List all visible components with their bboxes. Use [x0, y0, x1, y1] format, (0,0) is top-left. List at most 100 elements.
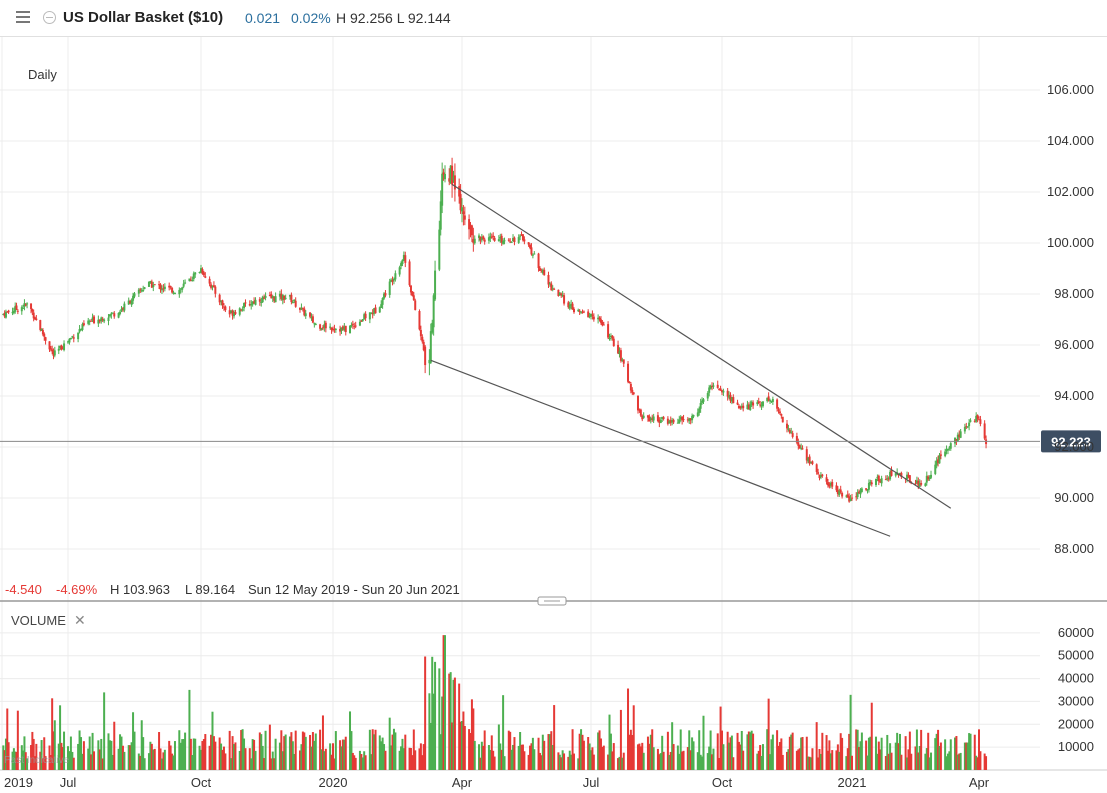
volume-bar	[826, 750, 829, 770]
candle-body	[218, 294, 221, 303]
volume-bar	[294, 730, 297, 770]
volume-bar	[268, 724, 271, 770]
volume-bar	[580, 729, 583, 770]
volume-bar	[617, 758, 620, 770]
volume-bar	[314, 733, 317, 770]
candle-body	[845, 495, 848, 497]
candle-body	[16, 310, 19, 312]
volume-bar	[948, 751, 951, 770]
candle-body	[210, 284, 213, 288]
volume-bar	[290, 732, 293, 770]
candle-body	[364, 313, 367, 319]
candle-body	[669, 420, 672, 423]
volume-close-icon[interactable]: ✕	[74, 613, 86, 629]
candle-body	[849, 498, 852, 502]
high-low: H 92.256 L 92.144	[336, 10, 451, 26]
change-percent: 0.02%	[291, 10, 331, 26]
volume-bar	[930, 752, 933, 770]
candle-body	[44, 337, 47, 341]
volume-bar	[274, 738, 277, 770]
volume-bar	[924, 753, 927, 770]
candle-body	[340, 327, 343, 331]
volume-bar	[184, 732, 187, 770]
volume-bar	[453, 677, 456, 770]
volume-bar	[44, 756, 47, 770]
volume-bar	[478, 744, 481, 770]
volume-bar	[52, 731, 55, 770]
volume-bar	[409, 748, 412, 770]
candle-body	[716, 384, 719, 388]
volume-bar	[414, 750, 417, 770]
volume-bar	[756, 753, 759, 770]
candle-body	[332, 329, 334, 331]
volume-bar	[512, 744, 515, 770]
candle-body	[320, 328, 323, 330]
volume-bar	[533, 749, 536, 770]
volume-bar	[591, 747, 594, 770]
volume-bar	[400, 746, 403, 770]
candle-body	[103, 319, 106, 322]
candle-body	[293, 299, 296, 302]
candle-body	[588, 315, 591, 317]
candle-body	[323, 324, 326, 328]
candle-body	[182, 283, 185, 287]
candle-body	[682, 419, 685, 421]
volume-bar	[398, 750, 401, 770]
candle-body	[422, 341, 425, 351]
volume-bar	[304, 736, 307, 770]
volume-bar	[956, 754, 959, 770]
wedge-trendline-upper	[451, 183, 952, 509]
volume-bar	[49, 754, 52, 770]
price-chart[interactable]: 92.223 106.000 104.000 102.000 100.000 98.00…	[0, 37, 1107, 793]
volume-bar	[910, 753, 913, 770]
volume-bar	[24, 752, 27, 770]
volume-bar	[808, 756, 811, 770]
candle-body	[40, 328, 43, 331]
candle-body	[329, 326, 332, 328]
volume-bar	[945, 756, 948, 770]
candle-body	[23, 303, 26, 307]
volume-bar	[979, 751, 982, 770]
hamburger-menu-icon[interactable]	[16, 11, 30, 23]
candle-body	[404, 255, 407, 263]
volume-bar	[378, 735, 381, 770]
candle-body	[98, 319, 101, 322]
volume-bar	[293, 753, 296, 770]
candle-body	[983, 423, 986, 439]
volume-bar	[880, 737, 883, 770]
candle-body	[874, 478, 877, 486]
candle-body	[790, 431, 793, 433]
candle-body	[976, 415, 979, 419]
volume-bar	[760, 755, 763, 770]
candle-body	[702, 399, 705, 402]
candle-body	[756, 402, 759, 405]
volume-bar	[609, 733, 612, 770]
volume-bar	[153, 748, 156, 770]
volume-bar	[890, 752, 893, 770]
instrument-title: US Dollar Basket ($10)	[63, 9, 224, 26]
candle-body	[860, 488, 863, 492]
volume-bar	[519, 732, 522, 770]
volume-bar	[831, 750, 834, 770]
volume-bar	[3, 750, 6, 770]
candle-body	[82, 323, 85, 326]
volume-bar	[182, 739, 185, 770]
volume-bar	[448, 673, 451, 770]
candle-body	[510, 241, 513, 243]
candle-body	[281, 294, 284, 301]
candle-body	[944, 451, 947, 457]
volume-bar	[200, 749, 202, 770]
candle-body	[59, 345, 62, 349]
volume-bar	[798, 748, 801, 770]
candle-body	[760, 405, 763, 407]
candle-body	[469, 225, 472, 227]
candle-body	[572, 309, 575, 313]
candle-body	[629, 383, 632, 391]
candle-body	[865, 488, 868, 490]
price-tick-label: 92.000	[1054, 439, 1094, 454]
candle-body	[263, 297, 266, 299]
candle-body	[147, 281, 150, 287]
volume-bar	[431, 656, 434, 770]
volume-bar	[788, 736, 791, 770]
candle-body	[582, 311, 585, 313]
